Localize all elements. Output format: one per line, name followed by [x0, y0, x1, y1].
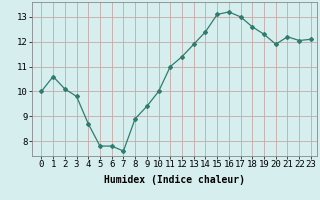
- X-axis label: Humidex (Indice chaleur): Humidex (Indice chaleur): [104, 175, 245, 185]
